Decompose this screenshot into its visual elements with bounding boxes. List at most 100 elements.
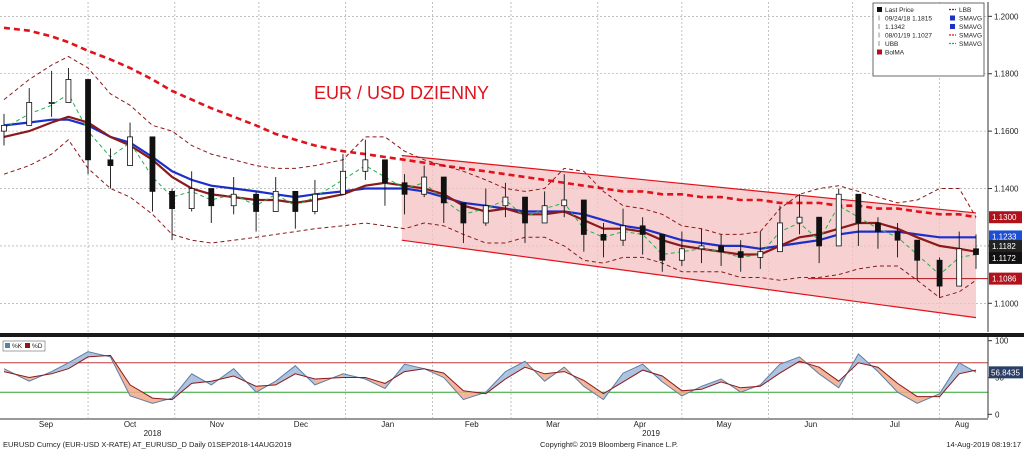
candle-body xyxy=(253,193,260,212)
stoch-band xyxy=(583,380,604,400)
price-panel: EUR / USD DZIENNY 1.10001.12001.14001.16… xyxy=(0,2,1022,332)
legend-swatch xyxy=(877,7,882,12)
y-tick-label: 1.1600 xyxy=(994,127,1019,136)
candle-body xyxy=(698,245,705,250)
candle-body xyxy=(312,193,318,212)
channel-lower-line xyxy=(401,239,977,319)
price-tag xyxy=(989,211,1022,224)
candle-body xyxy=(169,190,175,210)
channel-upper-line xyxy=(401,154,977,214)
x-month-label: Mar xyxy=(546,420,560,429)
legend-entry: SMAVG xyxy=(959,24,982,31)
stoch-value-tag-label: 56.8435 xyxy=(991,368,1020,377)
legend-entry: BolMA xyxy=(885,50,905,57)
stoch-legend-box xyxy=(2,340,46,352)
candle-body xyxy=(482,205,489,224)
stoch-band xyxy=(662,376,682,396)
candle-body xyxy=(973,248,979,255)
legend-entry: 1.1342 xyxy=(885,24,905,31)
price-tag xyxy=(989,251,1022,264)
x-month-label: Feb xyxy=(465,420,479,429)
price-tag-label: 1.1172 xyxy=(992,254,1016,263)
price-tag xyxy=(989,272,1022,285)
price-tag-label: 1.1233 xyxy=(992,232,1017,241)
candle-body xyxy=(362,159,369,172)
x-year-label: 2018 xyxy=(144,429,162,438)
footer-timestamp: 14-Aug-2019 08:19:17 xyxy=(946,440,1021,449)
stoch-band xyxy=(404,364,425,372)
candle-body xyxy=(48,102,55,104)
candle-body xyxy=(440,176,447,204)
candle-body xyxy=(26,102,33,126)
candle-body xyxy=(1,124,7,132)
candle-body xyxy=(956,248,963,287)
x-month-label: Apr xyxy=(634,420,647,429)
stoch-band xyxy=(897,383,918,404)
candle-body xyxy=(855,193,862,224)
price-tag xyxy=(989,230,1022,243)
stoch-band xyxy=(701,378,722,390)
x-axis: Sep Oct Nov Dec Jan Feb Mar Apr May Jun Jul Aug 2018… xyxy=(0,418,988,438)
y-tick-label: 1.1400 xyxy=(994,185,1019,194)
candle-body xyxy=(272,190,279,212)
legend-swatch xyxy=(950,24,955,29)
stoch-legend-swatch xyxy=(5,343,10,348)
price-tag-label: 1.1300 xyxy=(992,213,1017,222)
candle-body xyxy=(718,245,724,253)
overlay-smavg-2 xyxy=(3,26,977,219)
footer-copyright: Copyright© 2019 Bloomberg Finance L.P. xyxy=(540,440,678,449)
candle-body xyxy=(894,231,901,241)
candle-body xyxy=(678,248,685,261)
overlay-lbb-5 xyxy=(3,138,977,299)
stoch-band xyxy=(275,365,296,385)
candle-body xyxy=(580,199,587,235)
candle-body xyxy=(502,196,509,207)
stoch-legend-swatch xyxy=(25,343,30,348)
candle-body xyxy=(541,205,548,224)
stoch-line-d xyxy=(3,354,977,401)
candle-body xyxy=(796,216,803,224)
stoch-legend-entry: %K xyxy=(12,343,23,350)
candle-body xyxy=(620,225,626,241)
x-month-label: Jul xyxy=(890,420,900,429)
footer-left: EURUSD Curncy (EUR-USD X-RATE) AT_EURUSD… xyxy=(3,440,292,449)
legend-entry: SMAVG xyxy=(959,33,982,40)
y-tick-label: 1.1800 xyxy=(994,70,1019,79)
candle-body xyxy=(230,193,237,207)
price-tag-label: 1.1086 xyxy=(992,275,1017,284)
stoch-y-tick-label: 0 xyxy=(995,410,1000,419)
stochastic-panel: 05010056.8435 %K%D xyxy=(0,337,1023,419)
stoch-band xyxy=(877,367,898,393)
candle-body xyxy=(936,259,943,287)
candle-body xyxy=(65,79,72,103)
candle-body xyxy=(777,222,783,253)
x-year-label: 2019 xyxy=(642,429,660,438)
legend-entry: LBB xyxy=(959,7,971,14)
candle-body xyxy=(757,251,764,258)
legend-swatch xyxy=(950,15,955,21)
downtrend-channel xyxy=(401,155,977,318)
legend-entry: 09/24/18 1.1815 xyxy=(885,16,932,23)
panel-separator xyxy=(0,333,1024,337)
x-month-label: Jan xyxy=(381,420,394,429)
candle-body xyxy=(292,190,299,212)
stoch-line-k xyxy=(3,351,977,404)
stoch-y-tick-label: 100 xyxy=(995,337,1009,346)
stoch-band xyxy=(130,384,153,404)
candle-body xyxy=(914,239,921,261)
candle-body xyxy=(639,225,646,235)
price-tag xyxy=(989,240,1022,253)
x-month-label: Nov xyxy=(210,420,224,429)
price-tag-label: 1.1182 xyxy=(992,242,1016,251)
candle-body xyxy=(522,196,528,224)
candle-body xyxy=(340,170,346,195)
legend-swatch xyxy=(877,49,882,55)
candle-body xyxy=(737,251,744,258)
stoch-band xyxy=(779,356,800,374)
candle-body xyxy=(875,222,881,232)
candle-body xyxy=(421,176,428,195)
candle-body xyxy=(600,234,607,241)
stoch-band xyxy=(819,367,839,388)
